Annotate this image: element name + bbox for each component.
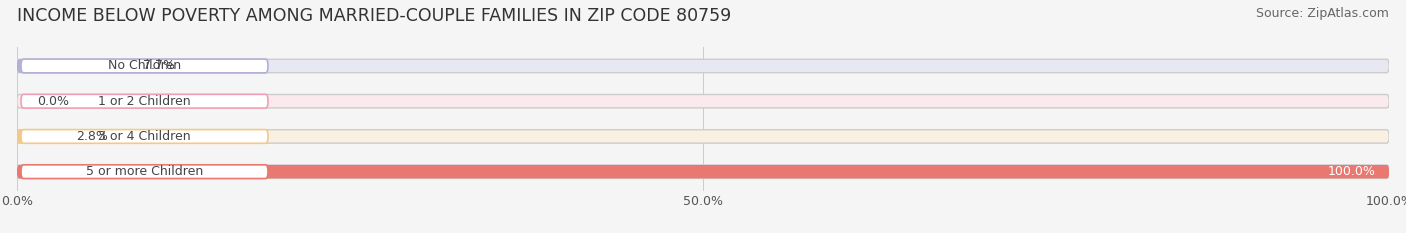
Text: No Children: No Children [108,59,181,72]
Text: INCOME BELOW POVERTY AMONG MARRIED-COUPLE FAMILIES IN ZIP CODE 80759: INCOME BELOW POVERTY AMONG MARRIED-COUPL… [17,7,731,25]
Text: 100.0%: 100.0% [1327,165,1375,178]
FancyBboxPatch shape [21,165,269,178]
FancyBboxPatch shape [21,94,269,108]
Text: Source: ZipAtlas.com: Source: ZipAtlas.com [1256,7,1389,20]
FancyBboxPatch shape [17,59,1389,73]
FancyBboxPatch shape [17,130,1389,143]
FancyBboxPatch shape [17,130,55,143]
Text: 1 or 2 Children: 1 or 2 Children [98,95,191,108]
FancyBboxPatch shape [17,59,122,73]
FancyBboxPatch shape [21,59,269,73]
FancyBboxPatch shape [21,130,269,143]
FancyBboxPatch shape [17,95,1389,108]
Text: 2.8%: 2.8% [76,130,108,143]
FancyBboxPatch shape [17,165,1389,178]
Text: 3 or 4 Children: 3 or 4 Children [98,130,191,143]
Text: 0.0%: 0.0% [38,95,69,108]
Text: 5 or more Children: 5 or more Children [86,165,202,178]
FancyBboxPatch shape [17,165,1389,178]
Text: 7.7%: 7.7% [143,59,176,72]
